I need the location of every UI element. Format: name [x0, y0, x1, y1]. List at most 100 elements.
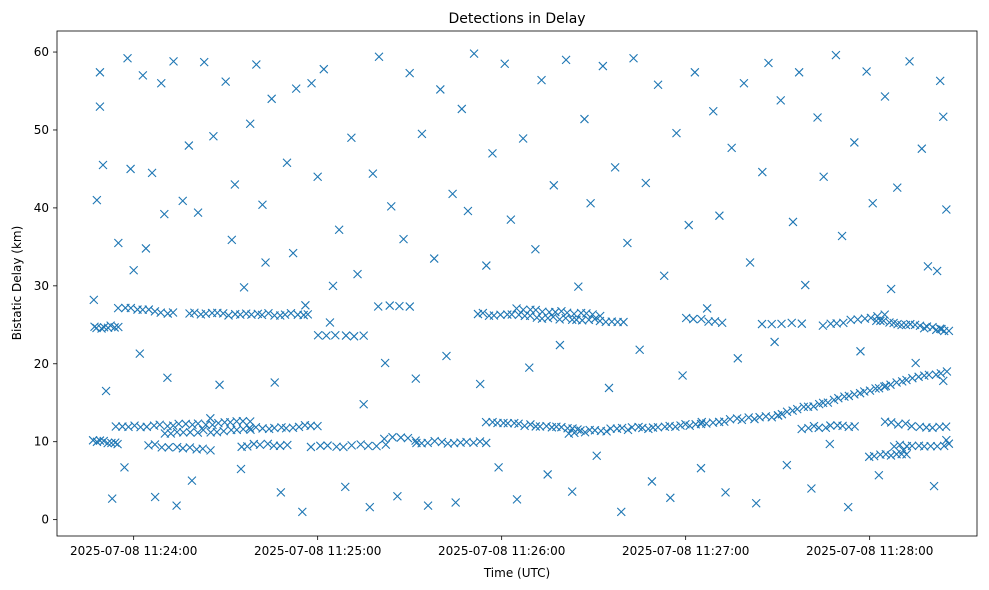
data-point	[818, 321, 828, 331]
data-point	[301, 300, 310, 310]
data-point	[475, 379, 485, 389]
data-point	[178, 196, 188, 206]
data-point	[405, 68, 415, 78]
data-point	[719, 417, 729, 427]
data-point	[246, 425, 255, 435]
data-point	[871, 316, 881, 326]
data-point	[221, 77, 231, 87]
data-point	[688, 314, 698, 324]
data-point	[313, 421, 322, 431]
data-point	[919, 323, 929, 333]
data-point	[895, 440, 905, 450]
data-point	[168, 308, 178, 317]
data-point	[411, 374, 421, 383]
data-point	[110, 323, 120, 332]
data-point	[902, 450, 911, 459]
data-point	[282, 440, 292, 450]
data-point	[294, 422, 304, 432]
data-point	[95, 67, 105, 77]
data-point	[313, 172, 323, 182]
data-point	[886, 451, 896, 460]
data-point	[629, 53, 638, 63]
data-point	[423, 438, 433, 448]
data-point	[341, 331, 351, 340]
data-point	[328, 281, 338, 291]
data-point	[941, 205, 951, 214]
data-point	[187, 476, 197, 486]
data-point	[569, 428, 579, 438]
data-point	[901, 419, 911, 429]
data-point	[935, 422, 944, 432]
data-point	[619, 317, 628, 327]
data-point	[853, 315, 863, 324]
data-point	[110, 438, 120, 448]
data-point	[451, 498, 461, 507]
data-point	[107, 494, 117, 503]
data-point	[672, 128, 681, 138]
data-point	[874, 470, 884, 480]
data-point	[269, 441, 279, 451]
data-point	[685, 421, 695, 431]
data-point	[442, 351, 451, 361]
data-point	[944, 326, 954, 336]
data-point	[198, 425, 208, 435]
data-point	[193, 208, 203, 217]
data-point	[562, 308, 572, 318]
data-point	[819, 172, 829, 182]
data-point	[347, 133, 356, 143]
data-point	[627, 422, 637, 432]
data-point	[514, 419, 523, 429]
data-point	[886, 380, 895, 390]
data-point	[113, 439, 122, 449]
data-point	[209, 131, 218, 141]
data-point	[315, 441, 325, 451]
data-point	[681, 313, 691, 323]
data-point	[794, 67, 804, 77]
data-point	[849, 138, 859, 147]
data-point	[201, 420, 211, 430]
data-point	[635, 345, 645, 355]
data-point	[156, 78, 166, 88]
data-point	[670, 422, 680, 432]
data-point	[150, 492, 160, 502]
data-point	[218, 308, 228, 318]
data-point	[363, 441, 373, 451]
data-point	[717, 318, 727, 328]
x-tick-label: 2025-07-08 11:24:00	[70, 544, 197, 558]
data-point	[330, 330, 340, 340]
data-point	[193, 428, 203, 437]
data-point	[126, 164, 135, 174]
data-point	[307, 78, 316, 88]
data-point	[932, 266, 942, 276]
data-point	[185, 443, 195, 452]
data-point	[598, 61, 608, 71]
data-point	[359, 399, 369, 409]
data-point	[733, 353, 743, 363]
data-point	[526, 420, 535, 429]
data-point	[142, 422, 152, 432]
data-point	[561, 55, 571, 65]
y-tick-label: 30	[34, 279, 49, 293]
data-point	[886, 418, 896, 427]
data-point	[767, 319, 777, 329]
data-point	[531, 305, 541, 315]
data-point	[120, 463, 129, 472]
data-point	[130, 421, 139, 430]
data-point	[92, 195, 102, 205]
data-point	[588, 310, 597, 319]
data-point	[356, 440, 366, 449]
data-point	[892, 183, 902, 193]
data-point	[725, 414, 735, 424]
data-point	[227, 235, 237, 245]
data-point	[147, 168, 157, 178]
data-point	[374, 52, 384, 62]
data-point	[463, 206, 473, 216]
data-point	[98, 160, 108, 170]
data-point	[797, 319, 807, 329]
data-point	[313, 330, 323, 340]
data-point	[849, 390, 859, 399]
data-point	[897, 320, 906, 330]
data-point	[138, 71, 148, 80]
data-point	[206, 446, 215, 455]
